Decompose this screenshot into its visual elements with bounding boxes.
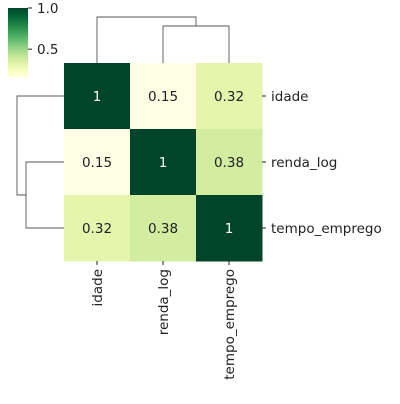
heatmap-cell bbox=[130, 129, 197, 196]
heatmap-cell bbox=[64, 129, 131, 196]
cell-value-label: 1 bbox=[159, 155, 168, 171]
cell-value-label: 0.15 bbox=[148, 89, 178, 105]
heatmap-cell bbox=[130, 195, 197, 262]
row-tick-label: renda_log bbox=[271, 155, 337, 171]
column-dendrogram-link bbox=[96, 16, 197, 63]
colorbar-tick-label: 0.5 bbox=[37, 42, 58, 58]
cell-value-label: 0.32 bbox=[82, 221, 112, 237]
cell-value-label: 0.15 bbox=[82, 155, 112, 171]
column-tick-labels: idade renda_log tempo_emprego bbox=[90, 261, 238, 380]
heatmap-cell bbox=[196, 63, 263, 130]
cell-value-label: 1 bbox=[225, 221, 234, 237]
heatmap-cell bbox=[196, 195, 263, 262]
row-dendrogram bbox=[16, 95, 64, 229]
colorbar-tick-label: 1.0 bbox=[37, 1, 58, 17]
colorbar-gradient bbox=[8, 8, 28, 78]
column-tick-label: idade bbox=[90, 269, 106, 306]
heatmap-cell bbox=[196, 129, 263, 196]
heatmap-cell bbox=[130, 63, 197, 130]
column-dendrogram-link bbox=[162, 25, 230, 63]
heatmap-cell bbox=[64, 63, 131, 130]
row-tick-labels: idade renda_log tempo_emprego bbox=[262, 89, 382, 237]
column-tick-label: renda_log bbox=[156, 269, 172, 335]
cell-value-label: 1 bbox=[93, 89, 102, 105]
heatmap-cell-labels: 1 0.15 0.32 0.15 1 0.38 0.32 0.38 1 bbox=[82, 89, 244, 237]
colorbar: 0.5 1.0 bbox=[8, 1, 58, 78]
column-tick-label: tempo_emprego bbox=[222, 269, 238, 380]
cell-value-label: 0.38 bbox=[214, 155, 244, 171]
row-dendrogram-link bbox=[25, 161, 64, 229]
cell-value-label: 0.32 bbox=[214, 89, 244, 105]
row-tick-label: idade bbox=[271, 89, 308, 105]
column-dendrogram bbox=[96, 16, 230, 63]
row-dendrogram-link bbox=[16, 95, 64, 196]
heatmap-cells bbox=[64, 63, 263, 262]
row-tick-label: tempo_emprego bbox=[271, 221, 382, 237]
heatmap-cell bbox=[64, 195, 131, 262]
cell-value-label: 0.38 bbox=[148, 221, 178, 237]
